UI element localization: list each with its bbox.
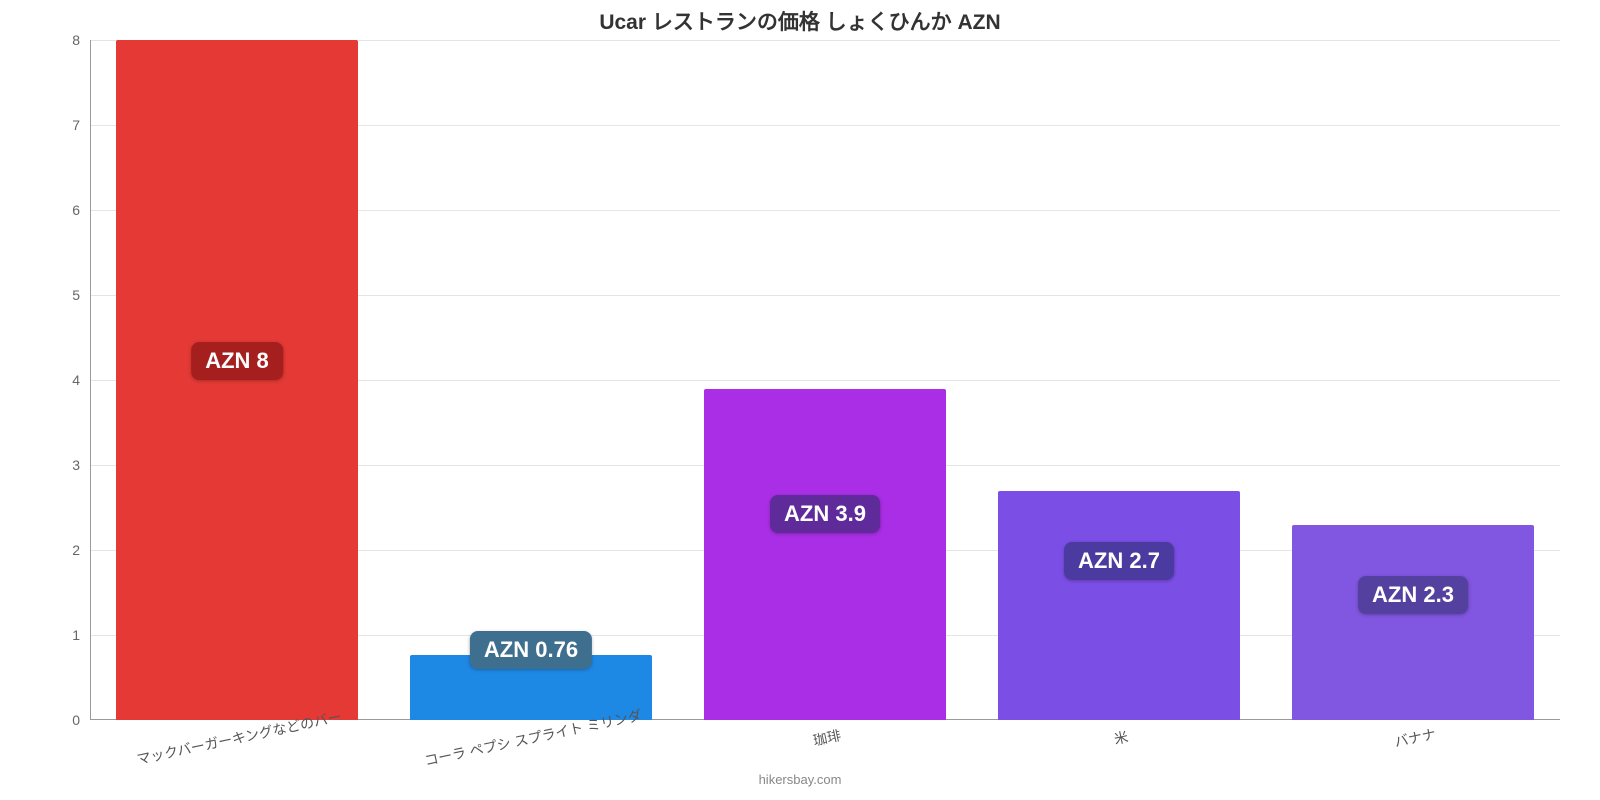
x-tick-label: 珈琲 bbox=[811, 725, 843, 750]
value-label: AZN 3.9 bbox=[770, 495, 880, 533]
y-tick-label: 1 bbox=[72, 627, 90, 643]
chart-title: Ucar レストランの価格 しょくひんか AZN bbox=[0, 6, 1600, 36]
value-label: AZN 2.3 bbox=[1358, 576, 1468, 614]
y-tick-label: 6 bbox=[72, 202, 90, 218]
bar bbox=[704, 389, 945, 721]
y-tick-label: 2 bbox=[72, 542, 90, 558]
x-tick-label: 米 bbox=[1112, 727, 1130, 749]
y-tick-label: 5 bbox=[72, 287, 90, 303]
x-tick-label: バナナ bbox=[1392, 724, 1437, 752]
value-label: AZN 0.76 bbox=[470, 631, 592, 669]
y-axis bbox=[90, 40, 91, 720]
chart-container: Ucar レストランの価格 しょくひんか AZN 012345678AZN 8マ… bbox=[0, 0, 1600, 800]
y-tick-label: 4 bbox=[72, 372, 90, 388]
value-label: AZN 2.7 bbox=[1064, 542, 1174, 580]
y-tick-label: 0 bbox=[72, 712, 90, 728]
y-tick-label: 3 bbox=[72, 457, 90, 473]
bar bbox=[998, 491, 1239, 721]
bar bbox=[116, 40, 357, 720]
y-tick-label: 8 bbox=[72, 32, 90, 48]
plot-area: 012345678AZN 8マックバーガーキングなどのバーAZN 0.76コーラ… bbox=[90, 40, 1560, 720]
attribution: hikersbay.com bbox=[0, 772, 1600, 787]
bar bbox=[1292, 525, 1533, 721]
value-label: AZN 8 bbox=[191, 342, 283, 380]
y-tick-label: 7 bbox=[72, 117, 90, 133]
